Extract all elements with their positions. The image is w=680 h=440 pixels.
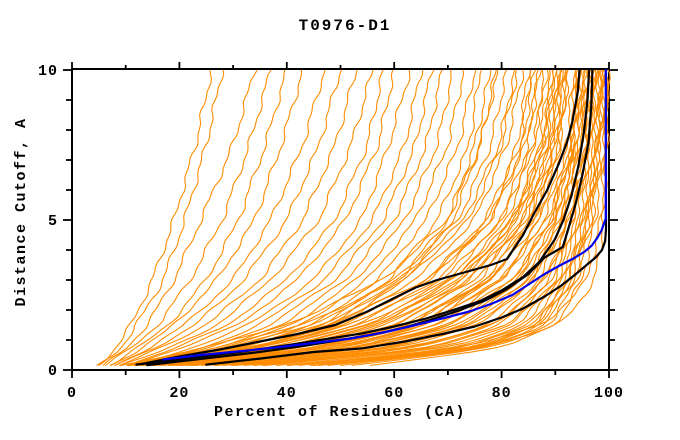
ensemble-model-curve <box>120 69 499 367</box>
x-tick-label: 60 <box>384 385 404 402</box>
ensemble-model-curve <box>127 69 394 367</box>
ensemble-model-curve <box>102 69 258 366</box>
curves-layer <box>96 68 611 367</box>
ensemble-model-curve <box>312 69 611 367</box>
ensemble-model-curve <box>126 69 516 367</box>
ensemble-model-curve <box>119 69 374 367</box>
ensemble-model-curve <box>141 69 465 367</box>
x-tick-label: 100 <box>594 385 624 402</box>
ensemble-model-curve <box>189 70 580 367</box>
y-tick-label: 5 <box>48 213 58 230</box>
highlighted-model-black-2 <box>135 68 591 366</box>
ensemble-model-curve <box>154 69 539 367</box>
ensemble-model-curve <box>216 69 590 367</box>
x-tick-label: 20 <box>169 385 189 402</box>
chart-title: T0976-D1 <box>299 17 392 35</box>
y-tick-labels: 0 5 10 <box>38 63 58 380</box>
ensemble-model-curve <box>118 69 358 367</box>
ensemble-model-curve <box>134 69 542 367</box>
ensemble-model-curve <box>142 69 452 367</box>
ensemble-model-curve <box>173 69 563 367</box>
ensemble-model-curve <box>130 69 411 367</box>
ensemble-model-curve <box>105 69 272 366</box>
y-tick-label: 10 <box>38 63 58 80</box>
ensemble-model-curve <box>275 69 599 367</box>
ensemble-model-curve <box>127 69 507 367</box>
ensemble-model-curve <box>114 69 326 366</box>
ensemble-model-curve <box>286 69 600 367</box>
x-axis-title: Percent of Residues (CA) <box>214 404 466 421</box>
ensemble-model-curve <box>109 70 303 366</box>
ensemble-model-curve <box>139 69 531 367</box>
x-tick-label: 0 <box>67 385 77 402</box>
x-tick-label: 80 <box>492 385 512 402</box>
y-axis-title: Distance Cutoff, A <box>13 117 30 306</box>
ensemble-model-curve <box>156 69 555 367</box>
x-tick-label: 40 <box>277 385 297 402</box>
ensemble-model-curve <box>96 69 225 366</box>
y-tick-label: 0 <box>48 363 58 380</box>
highlighted-model-black-1 <box>140 68 581 366</box>
highlighted-model-black-4 <box>205 68 608 366</box>
ensemble-model-curve <box>369 69 609 367</box>
reference-model-blue <box>162 68 607 361</box>
ensemble-model-curve <box>313 69 605 367</box>
ensemble-model-curve <box>162 69 562 367</box>
ensemble-model-curve <box>158 69 560 367</box>
axes-layer: 0 20 40 60 80 100 0 5 10 <box>38 62 624 402</box>
ensemble-model-curve <box>135 69 435 367</box>
ensemble-model-curve <box>146 69 482 367</box>
ensemble-model-curve <box>98 69 212 366</box>
ensemble-model-curve <box>110 69 286 366</box>
ensemble-model-curve <box>287 69 609 367</box>
ensemble-model-curve <box>137 69 443 367</box>
ensemble-model-curve <box>127 69 384 367</box>
axis-ticks <box>63 62 618 378</box>
ensemble-model-curve <box>167 69 577 367</box>
ensemble-model-curve <box>195 69 582 367</box>
ensemble-model-curve <box>169 69 563 367</box>
ensemble-model-curve <box>114 69 343 367</box>
x-tick-labels: 0 20 40 60 80 100 <box>67 385 624 402</box>
ensemble-model-curve <box>132 69 518 367</box>
ensemble-model-curve <box>145 69 549 367</box>
highlighted-model-black-3 <box>146 68 594 367</box>
ensemble-model-curve <box>309 69 604 367</box>
ensemble-model-curve <box>128 69 424 367</box>
ensemble-model-curve <box>134 69 525 367</box>
ensemble-model-curve <box>146 69 477 367</box>
ensemble-model-curve <box>147 69 537 367</box>
